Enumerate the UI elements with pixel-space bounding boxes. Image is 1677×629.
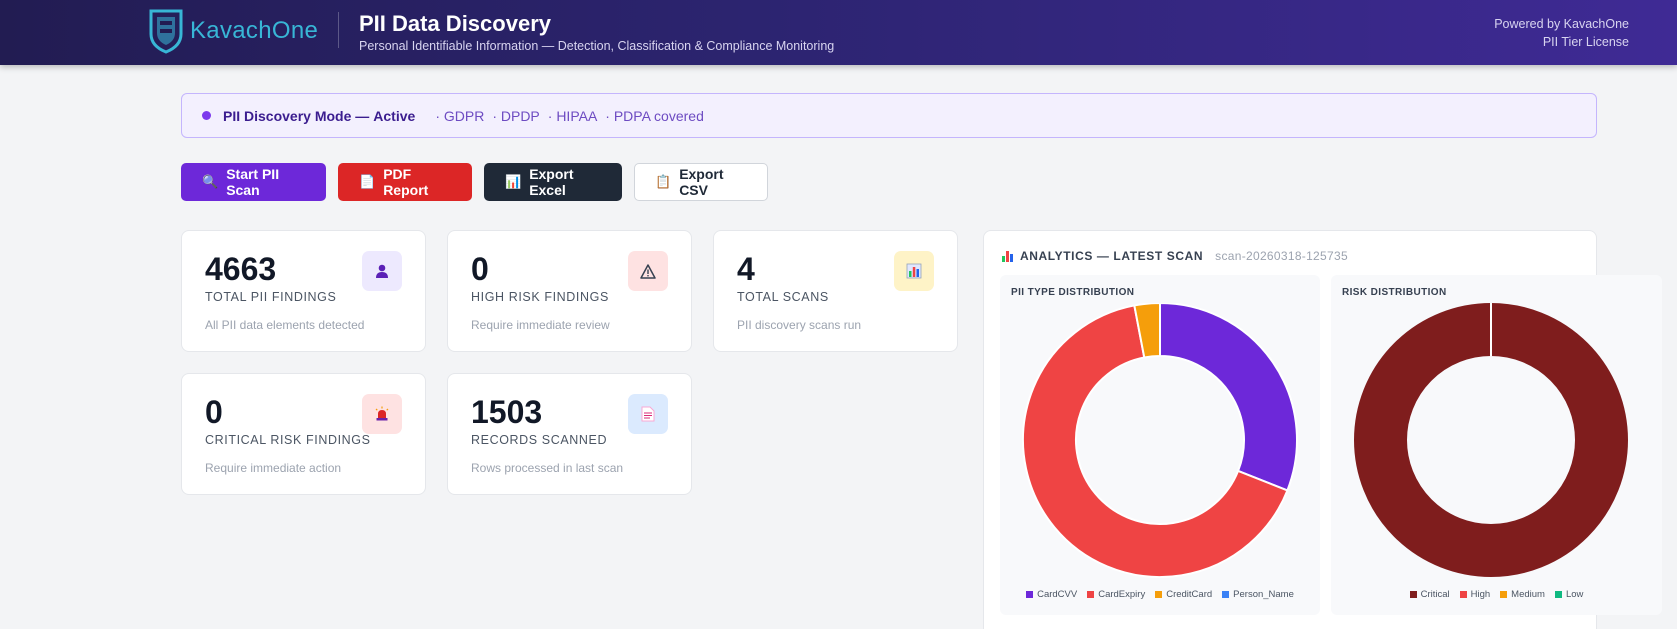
pii-type-donut — [1022, 303, 1298, 578]
stat-description: Require immediate review — [471, 318, 610, 332]
start-scan-button[interactable]: 🔍 Start PII Scan — [181, 163, 326, 201]
export-csv-label: Export CSV — [679, 166, 724, 198]
slice-creditcard[interactable] — [1133, 303, 1161, 359]
stat-label: TOTAL PII FINDINGS — [205, 290, 337, 304]
chart-title: PII TYPE DISTRIBUTION — [1011, 287, 1135, 298]
legend-label: CardExpiry — [1098, 589, 1146, 600]
logo[interactable]: KavachOne — [148, 8, 318, 54]
shield-logo-icon — [149, 9, 183, 54]
legend-label: CardCVV — [1037, 589, 1078, 600]
slice-cardexpiry[interactable] — [1022, 304, 1289, 578]
legend-label: CreditCard — [1166, 589, 1213, 600]
legend-item[interactable]: CreditCard — [1155, 589, 1212, 600]
legend-swatch — [1087, 591, 1095, 598]
export-csv-button[interactable]: 📋 Export CSV — [634, 163, 768, 201]
slice-critical[interactable] — [1354, 303, 1628, 577]
legend-swatch — [1026, 591, 1034, 598]
legend-label: Low — [1565, 589, 1584, 600]
user-icon — [362, 251, 402, 291]
stat-label: TOTAL SCANS — [737, 290, 829, 304]
pii-type-chart: PII TYPE DISTRIBUTION CardCVV CardExpiry C… — [1000, 275, 1320, 615]
stat-card-total-scans: 4 TOTAL SCANS PII discovery scans run — [713, 230, 958, 352]
legend-swatch — [1459, 591, 1467, 598]
stat-card-high-risk: 0 HIGH RISK FINDINGS Require immediate r… — [447, 230, 692, 352]
stat-value: 0 — [471, 251, 489, 287]
page-subtitle: Personal Identifiable Information — Dete… — [359, 39, 835, 53]
chart-legend: Critical High Medium Low — [1331, 589, 1662, 600]
analytics-title: ANALYTICS — LATEST SCAN — [1020, 249, 1204, 263]
action-toolbar: 🔍 Start PII Scan 📄 PDF Report 📊 Export E… — [181, 163, 768, 201]
bar-chart-icon: 📊 — [505, 174, 522, 189]
legend-item[interactable]: Critical — [1409, 589, 1450, 600]
compliance-tags: · GDPR · DPDP · HIPAA · PDPA covered — [427, 108, 704, 124]
discovery-mode-banner: PII Discovery Mode — Active · GDPR · DPD… — [181, 93, 1597, 138]
license-info: Powered by KavachOne PII Tier License — [1494, 15, 1629, 51]
compliance-tag: · PDPA covered — [605, 107, 704, 124]
legend-label: High — [1470, 589, 1491, 600]
legend-swatch — [1409, 591, 1417, 598]
export-excel-label: Export Excel — [529, 166, 574, 198]
legend-item[interactable]: High — [1459, 589, 1491, 600]
legend-item[interactable]: Low — [1554, 589, 1584, 600]
legend-swatch — [1500, 591, 1508, 598]
pdf-report-button[interactable]: 📄 PDF Report — [338, 163, 472, 201]
stat-description: PII discovery scans run — [737, 318, 862, 332]
legend-item[interactable]: CardExpiry — [1087, 589, 1145, 600]
stat-description: Require immediate action — [205, 461, 342, 475]
scan-id: scan-20260318-125735 — [1215, 249, 1348, 263]
export-excel-button[interactable]: 📊 Export Excel — [484, 163, 622, 201]
legend-item[interactable]: Medium — [1500, 589, 1545, 600]
pdf-report-label: PDF Report — [383, 166, 429, 198]
powered-by-text: Powered by KavachOne — [1494, 17, 1629, 31]
document-icon — [628, 394, 668, 434]
stat-value: 1503 — [471, 394, 543, 430]
legend-label: Critical — [1420, 589, 1450, 600]
stat-description: Rows processed in last scan — [471, 461, 624, 475]
siren-icon — [362, 394, 402, 434]
legend-label: Person_Name — [1233, 589, 1294, 600]
status-dot-icon — [202, 111, 211, 120]
mode-label: PII Discovery Mode — — [223, 107, 370, 124]
stat-card-records-scanned: 1503 RECORDS SCANNED Rows processed in l… — [447, 373, 692, 495]
stat-value: 4663 — [205, 251, 277, 287]
stat-label: HIGH RISK FINDINGS — [471, 290, 609, 304]
license-text: PII Tier License — [1542, 35, 1629, 49]
compliance-tag: · GDPR — [435, 107, 485, 124]
app-header: KavachOne PII Data Discovery Personal Id… — [0, 0, 1677, 65]
header-divider — [338, 12, 339, 48]
chart-legend: CardCVV CardExpiry CreditCard Person_Name — [1000, 589, 1320, 600]
stat-card-critical-risk: 0 CRITICAL RISK FINDINGS Require immedia… — [181, 373, 426, 495]
stat-value: 0 — [205, 394, 223, 430]
analytics-panel: ANALYTICS — LATEST SCAN scan-20260318-12… — [983, 230, 1662, 629]
stat-value: 4 — [737, 251, 755, 287]
stat-label: RECORDS SCANNED — [471, 433, 608, 447]
bar-chart-icon — [894, 251, 934, 291]
mode-state: Active — [373, 107, 416, 124]
bar-chart-icon — [1002, 250, 1013, 262]
warning-icon — [628, 251, 668, 291]
stat-description: All PII data elements detected — [205, 318, 365, 332]
analytics-header: ANALYTICS — LATEST SCAN scan-20260318-12… — [1002, 249, 1348, 263]
legend-item[interactable]: Person_Name — [1222, 589, 1294, 600]
start-scan-label: Start PII Scan — [226, 166, 280, 198]
legend-item[interactable]: CardCVV — [1026, 589, 1077, 600]
stat-card-total-findings: 4663 TOTAL PII FINDINGS All PII data ele… — [181, 230, 426, 352]
legend-swatch — [1554, 591, 1562, 598]
logo-text: KavachOne — [190, 17, 319, 44]
search-icon: 🔍 — [202, 174, 219, 189]
legend-label: Medium — [1511, 589, 1545, 600]
page-title: PII Data Discovery — [359, 11, 551, 36]
legend-swatch — [1222, 591, 1230, 598]
document-icon: 📄 — [359, 174, 376, 189]
chart-title: RISK DISTRIBUTION — [1342, 287, 1447, 298]
stat-label: CRITICAL RISK FINDINGS — [205, 433, 371, 447]
risk-donut — [1354, 303, 1628, 577]
slice-cardcvv[interactable] — [1159, 303, 1298, 492]
compliance-tag: · HIPAA — [547, 107, 598, 124]
compliance-tag: · DPDP — [492, 107, 540, 124]
risk-chart: RISK DISTRIBUTION Critical High Medium Low — [1331, 275, 1662, 615]
legend-swatch — [1155, 591, 1163, 598]
clipboard-icon: 📋 — [655, 174, 672, 189]
